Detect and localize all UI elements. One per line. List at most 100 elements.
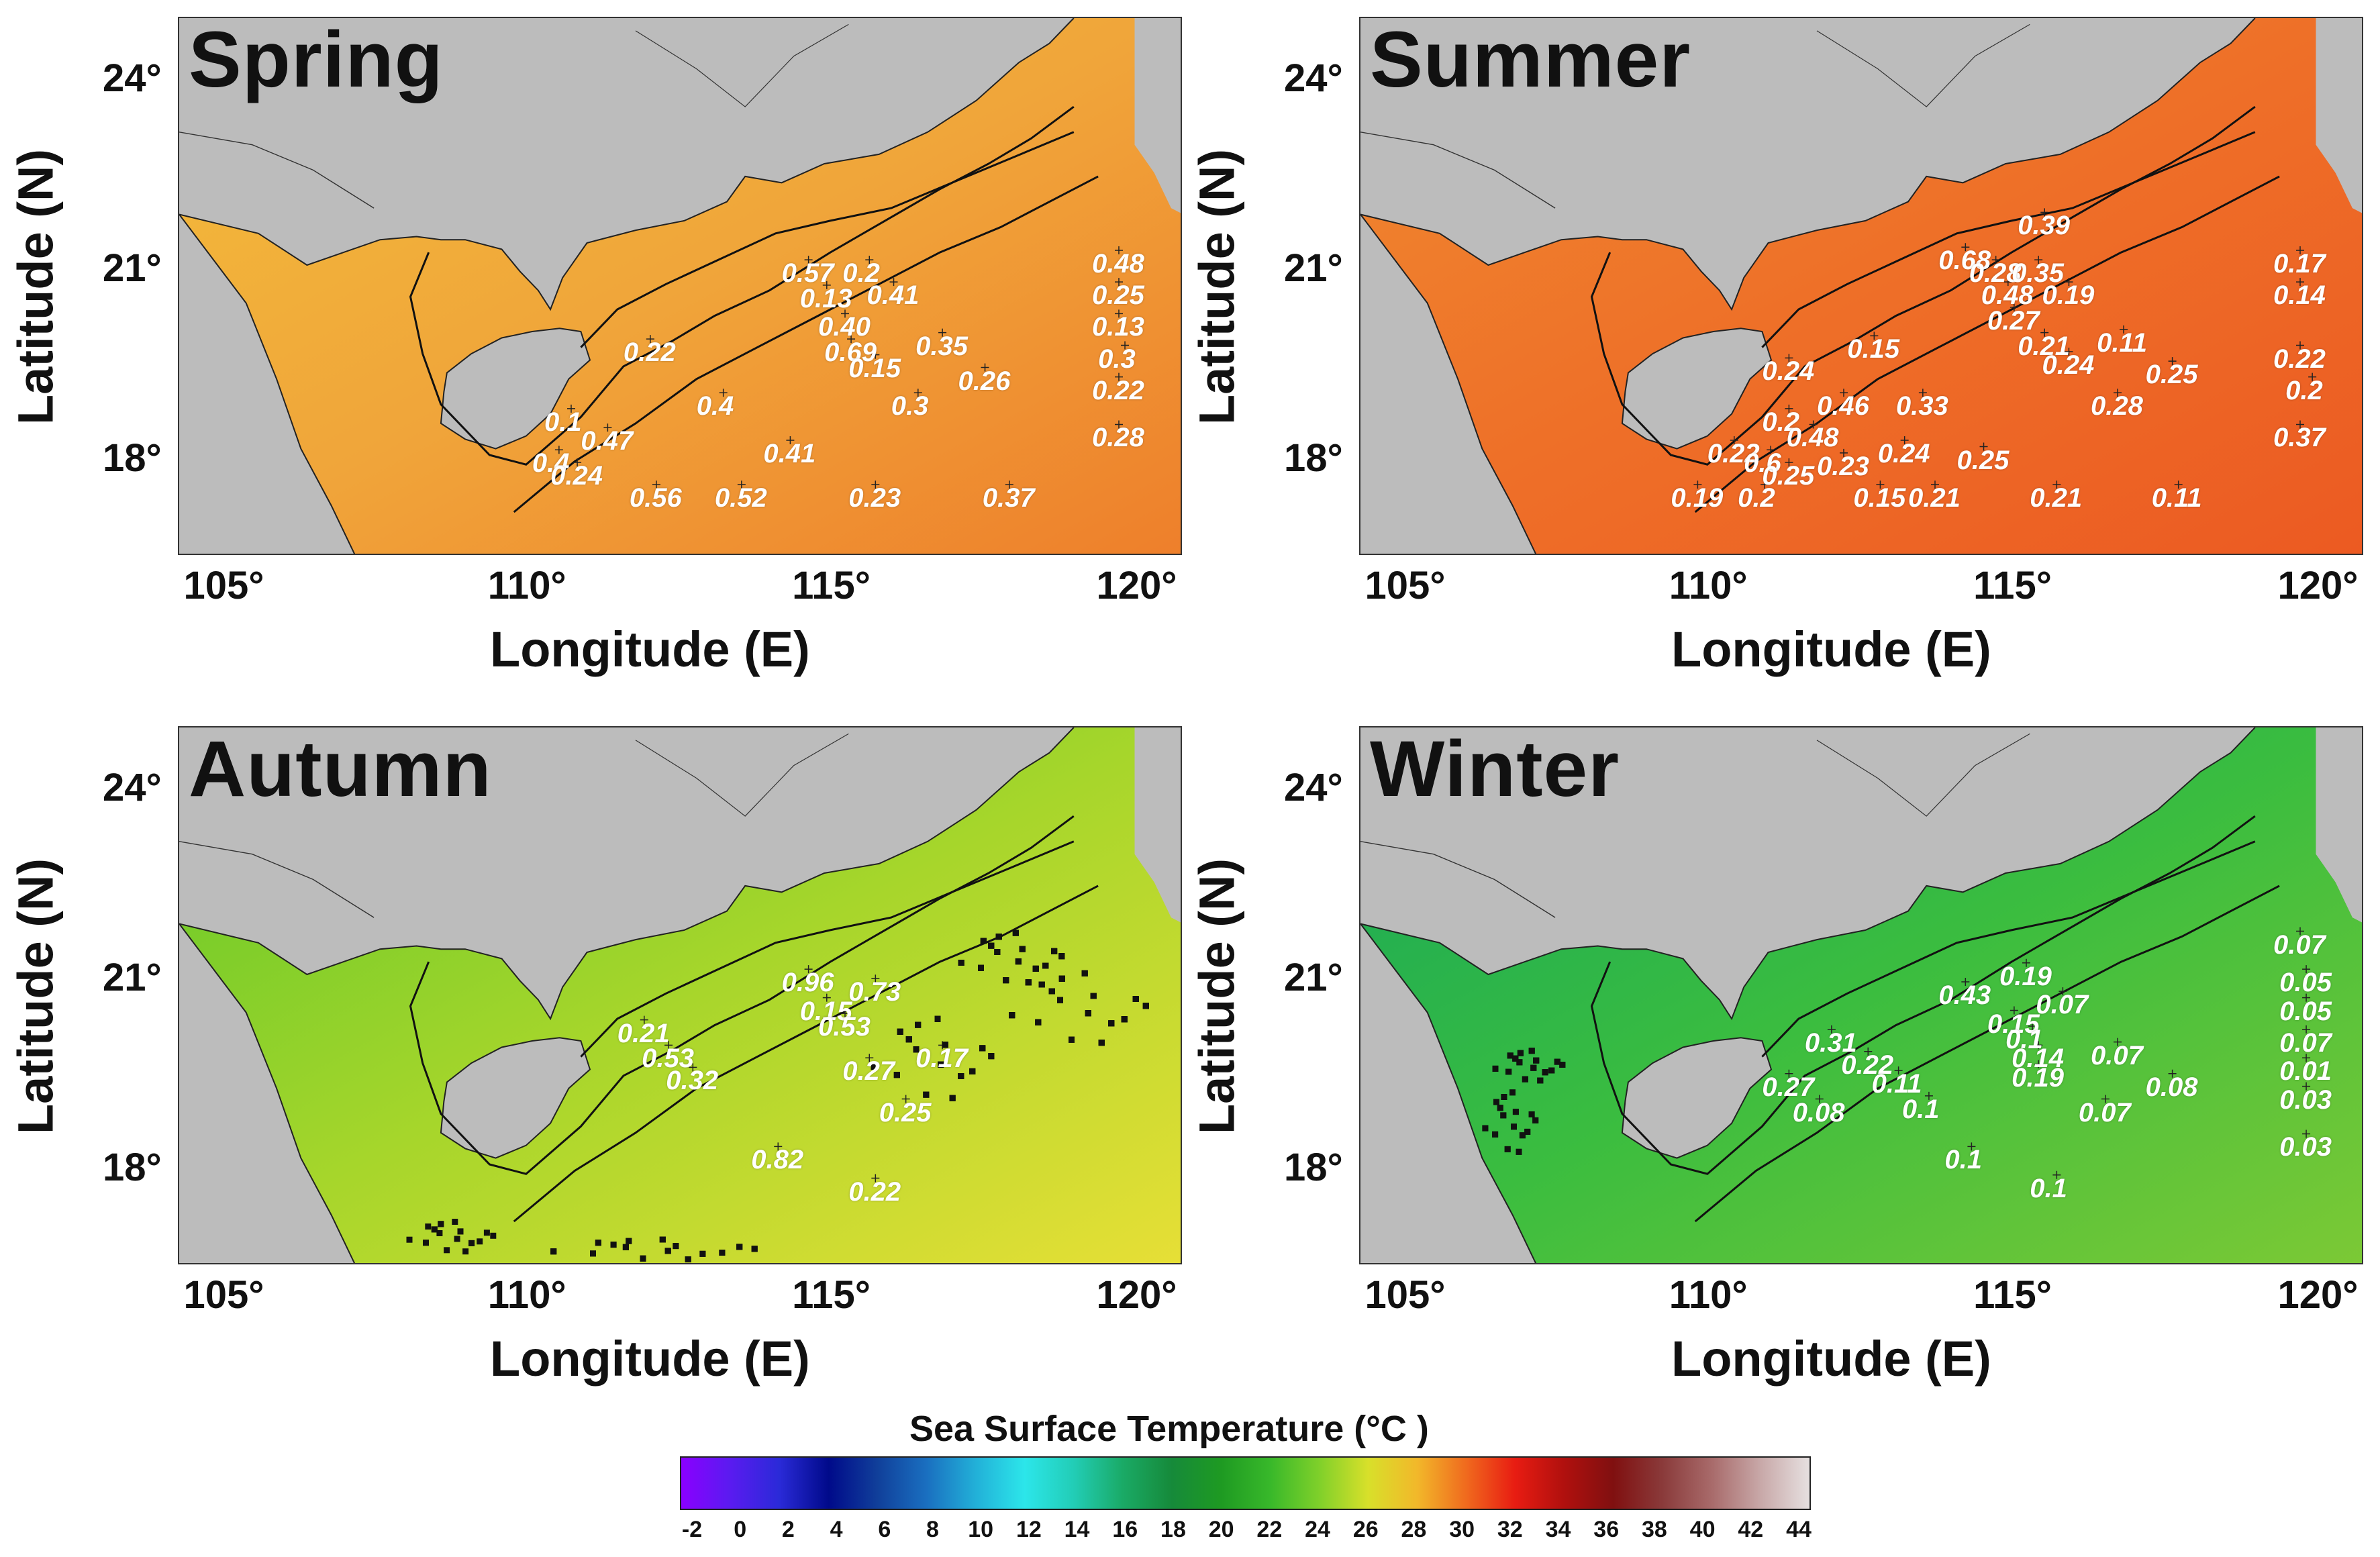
y-axis-title: Latitude (N) (1189, 858, 1245, 1135)
station-value-label: 0.27 (1762, 1072, 1815, 1102)
station-value-label: 0.2 (1762, 407, 1799, 437)
station-marker (737, 481, 746, 489)
station-value-label: 0.27 (1987, 305, 2040, 336)
station-value-label: 0.82 (751, 1145, 804, 1175)
station-value-label: 0.07 (2273, 930, 2326, 960)
station-marker (1991, 256, 2000, 264)
station-marker (1870, 332, 1879, 340)
station-value-label: 0.24 (1877, 439, 1930, 468)
station-value-label: 0.33 (1895, 391, 1948, 421)
y-tick-label: 21° (1284, 246, 1343, 291)
cloud-mask-pixel (949, 1095, 956, 1101)
cloud-mask-pixel (1519, 1132, 1526, 1139)
cloud-mask-pixel (452, 1219, 458, 1225)
isobath-200 (513, 885, 1099, 1223)
station-value-label: 0.22 (1707, 439, 1760, 468)
cloud-mask-pixel (1533, 1057, 1540, 1064)
cloud-mask-pixel (595, 1240, 601, 1246)
cloud-mask-pixel (1517, 1050, 1524, 1056)
cloud-mask-pixel (1009, 1012, 1015, 1019)
station-marker (1115, 246, 1123, 254)
station-marker (664, 1041, 673, 1050)
cloud-mask-pixel (483, 1229, 490, 1236)
station-marker (2302, 965, 2311, 974)
x-tick-label: 110° (487, 1273, 566, 1317)
station-value-label: 0.40 (818, 312, 871, 342)
cloud-mask-pixel (958, 1073, 964, 1079)
x-tick-label: 110° (1669, 564, 1748, 607)
y-tick-label: 21° (103, 956, 162, 1000)
station-marker (871, 350, 880, 359)
x-tick-label: 105° (1365, 564, 1446, 607)
station-marker (2302, 1082, 2311, 1091)
station-value-label: 0.1 (1944, 1145, 1982, 1175)
map-summer: Summer 0.39 0.68 0.28 0.35 0.48 0.19 0.27 0.21 0… (1359, 17, 2363, 555)
station-marker (2168, 1069, 2177, 1078)
cloud-mask-pixel (1058, 975, 1065, 982)
station-marker (1840, 389, 1848, 397)
cloud-mask-pixel (1524, 1128, 1531, 1135)
cloud-mask-pixel (1492, 1131, 1499, 1138)
colorbar (680, 1456, 1811, 1510)
station-marker (1876, 481, 1885, 489)
station-value-label: 0.17 (915, 1044, 968, 1074)
station-value-label: 0.4 (696, 391, 734, 421)
station-value-label: 0.47 (581, 426, 634, 456)
cloud-mask-pixel (751, 1246, 758, 1252)
station-marker (841, 1009, 849, 1018)
station-value-label: 0.22 (1092, 375, 1144, 405)
station-value-label: 0.24 (2042, 350, 2095, 380)
station-marker (646, 335, 654, 344)
cloud-mask-pixel (1532, 1117, 1539, 1123)
cloud-mask-pixel (1501, 1094, 1507, 1100)
cloud-mask-pixel (1035, 1019, 1042, 1025)
cloud-mask-pixel (477, 1238, 483, 1245)
river-line (1816, 23, 2030, 107)
station-value-label: 0.08 (1792, 1097, 1845, 1127)
station-value-label: 0.07 (2279, 1027, 2332, 1058)
cloud-mask-pixel (462, 1248, 469, 1255)
colorbar-tick-label: 44 (1786, 1517, 1812, 1542)
station-marker (841, 309, 849, 318)
colorbar-tick-label: 12 (1015, 1517, 1042, 1542)
station-marker (2034, 1060, 2043, 1068)
station-value-label: 0.31 (1804, 1027, 1857, 1058)
season-title: Autumn (189, 726, 492, 813)
colorbar-tick-label: -2 (681, 1517, 703, 1542)
cloud-mask-pixel (1528, 1111, 1535, 1117)
station-marker (2034, 1041, 2043, 1050)
station-marker (2296, 420, 2304, 429)
cloud-mask-pixel (1493, 1099, 1499, 1105)
cloud-mask-pixel (1497, 1105, 1503, 1111)
isobath-200 (1694, 175, 2280, 513)
station-marker (2059, 987, 2067, 996)
y-tick-label: 24° (1284, 766, 1343, 810)
station-marker (1761, 481, 1769, 489)
station-marker (1115, 309, 1123, 318)
sea-area (179, 727, 1181, 1263)
cloud-mask-pixel (988, 942, 995, 949)
station-marker (774, 1142, 783, 1151)
station-marker (2302, 1025, 2311, 1034)
coastline (179, 727, 1075, 1021)
isobath-shelf (580, 840, 1075, 1058)
station-value-label: 0.25 (1956, 445, 2010, 475)
station-marker (865, 1054, 874, 1062)
station-marker (1785, 1069, 1793, 1078)
sea-area (179, 18, 1181, 554)
station-value-label: 0.73 (848, 977, 901, 1007)
x-tick-label: 105° (183, 564, 264, 607)
x-tick-label: 120° (1096, 1273, 1177, 1317)
station-marker (1961, 243, 1970, 252)
cloud-mask-pixel (969, 1068, 976, 1074)
colorbar-tick-label: 42 (1738, 1517, 1764, 1542)
cloud-mask-pixel (995, 934, 1002, 940)
x-axis-title: Longitude (E) (1671, 621, 1991, 677)
station-value-label: 0.19 (2042, 281, 2095, 311)
station-marker (2302, 1054, 2311, 1062)
cloud-mask-pixel (1019, 946, 1026, 952)
cloud-mask-pixel (1528, 1048, 1535, 1054)
station-value-label: 0.4 (532, 448, 570, 479)
colorbar-tick-label: 24 (1305, 1517, 1330, 1542)
station-marker (2028, 1022, 2037, 1031)
